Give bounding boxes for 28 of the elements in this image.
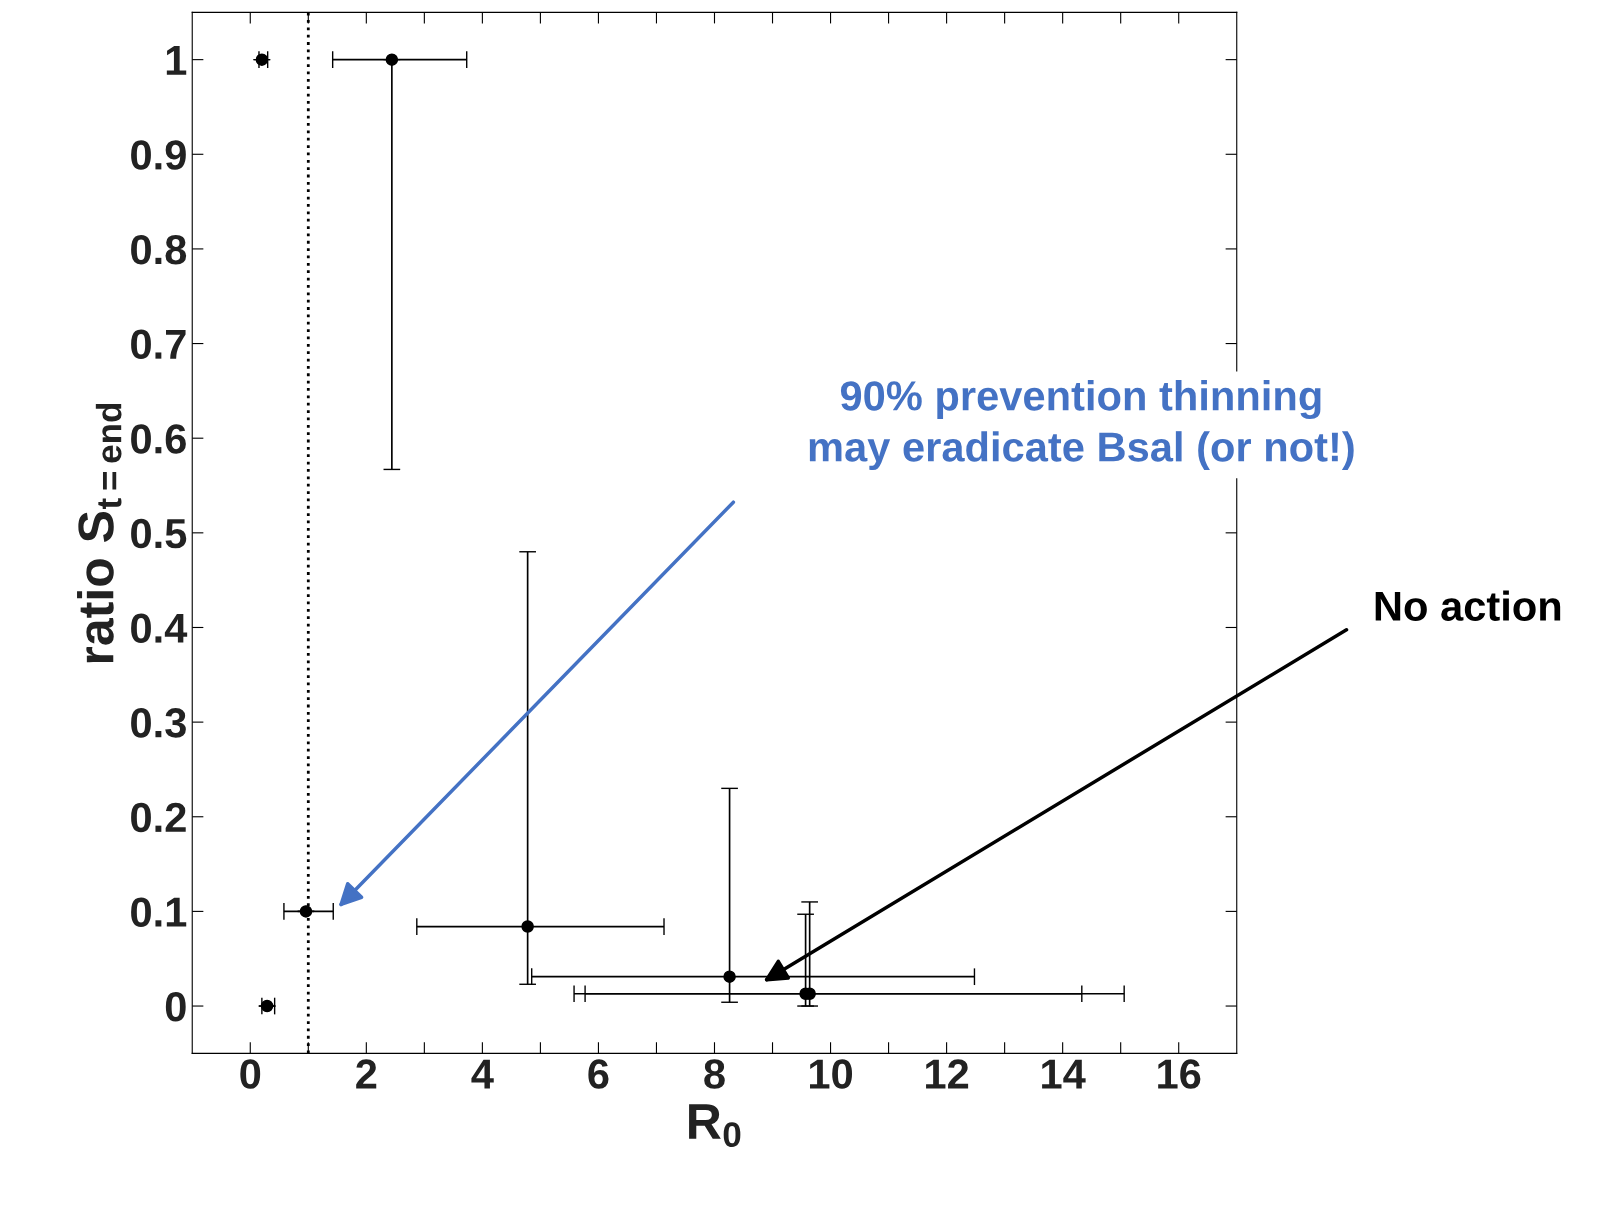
x-tick-label: 8 [704, 1059, 725, 1089]
x-tick-label: 0 [240, 1059, 261, 1089]
text: No action [1375, 590, 1561, 622]
x-tick-label: 12 [926, 1059, 969, 1089]
x-tick-label: 10 [810, 1059, 853, 1089]
x-tick-label: 2 [356, 1059, 377, 1089]
x-tick-label: 14 [1042, 1059, 1086, 1089]
y-tick-label: 0 [165, 992, 186, 1022]
point [723, 970, 736, 983]
y-tick-label: 0.7 [131, 329, 186, 360]
y-tick-label: 0.2 [131, 802, 186, 833]
y-axis-title: ratio S$_{t=end}$ [77, 403, 122, 663]
x-tick-label: 16 [1158, 1059, 1201, 1089]
point [385, 53, 399, 66]
point [521, 920, 534, 933]
y-tick-label: 1 [166, 46, 187, 75]
annotation: 90% prevention thinning may eradicate Bsal (or not!) [809, 380, 1354, 471]
y-tick-label: 0.1 [131, 897, 187, 927]
y-tick-label: 0.5 [131, 518, 187, 549]
x-axis-title: R$_{0}$ [689, 1104, 741, 1148]
y-tick-label: 0.4 [131, 613, 188, 643]
x-tick-label: 4 [471, 1059, 494, 1089]
y-tick-label: 0.3 [131, 708, 186, 738]
y-tick-label: 0.9 [131, 140, 186, 170]
point [299, 905, 313, 918]
x-tick-label: 6 [588, 1059, 609, 1089]
y-tick-label: 0.6 [131, 424, 186, 454]
y-tick-label: 0.8 [131, 234, 187, 265]
